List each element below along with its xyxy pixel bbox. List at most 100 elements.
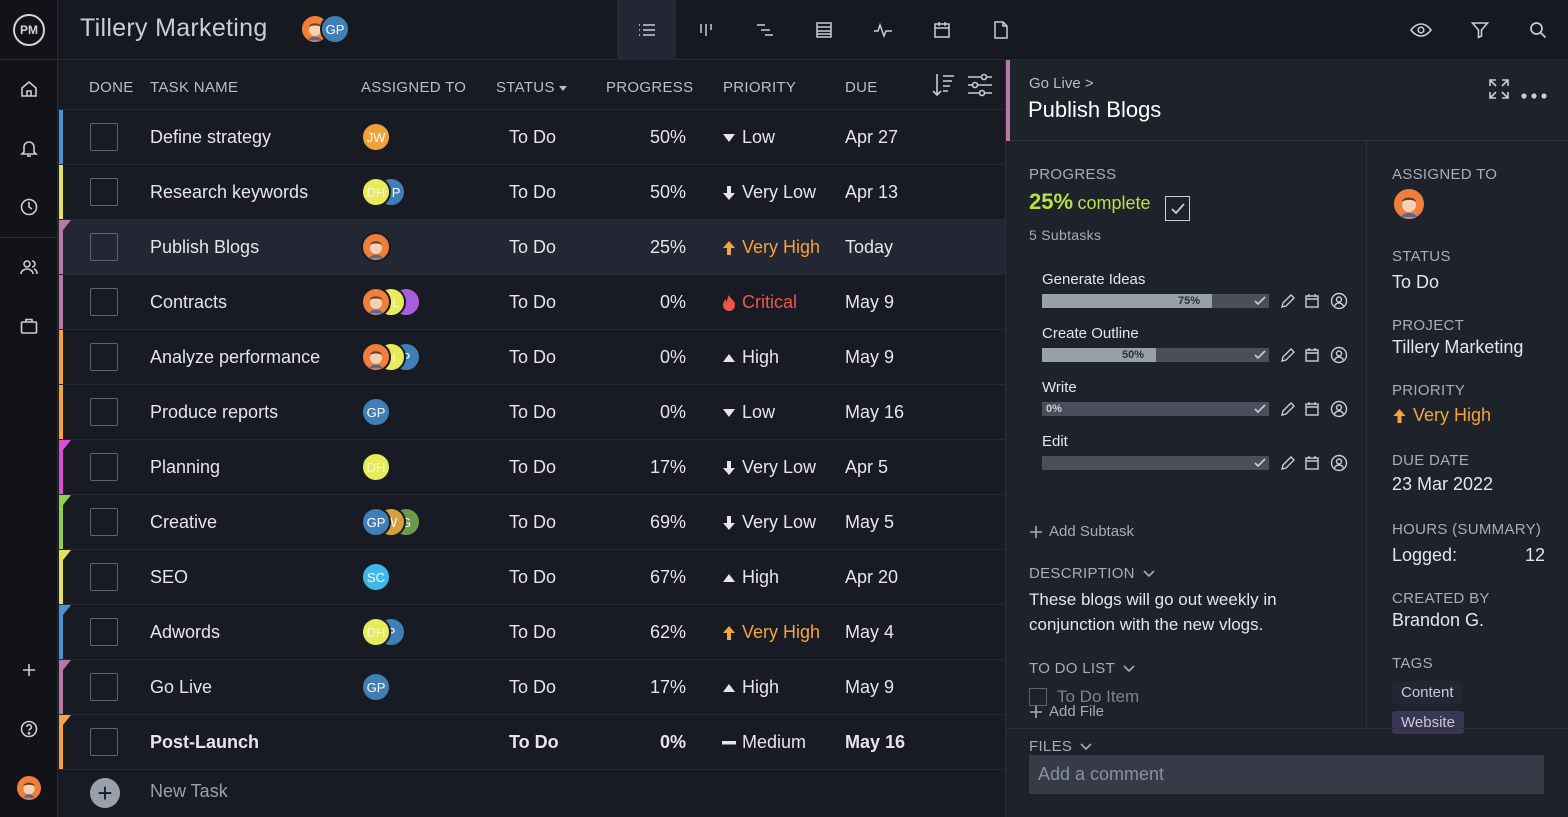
files-toggle[interactable]: FILES xyxy=(1029,738,1092,755)
team-icon[interactable] xyxy=(17,255,41,279)
subtask-progress-bar[interactable]: 0% xyxy=(1042,402,1269,416)
done-checkbox[interactable] xyxy=(90,123,118,151)
task-name[interactable]: Publish Blogs xyxy=(150,237,260,257)
assignee-avatar[interactable]: DH xyxy=(361,452,391,482)
done-checkbox[interactable] xyxy=(90,563,118,591)
task-due[interactable]: May 16 xyxy=(845,732,906,752)
task-priority[interactable]: Very Low xyxy=(722,512,816,533)
check-icon[interactable] xyxy=(1251,348,1269,362)
table-row[interactable]: Research keywords DHGP To Do 50% Very Low Apr… xyxy=(58,165,1005,220)
task-priority[interactable]: Medium xyxy=(722,732,806,753)
assignee-group[interactable] xyxy=(361,232,441,262)
check-icon[interactable] xyxy=(1251,456,1269,470)
col-priority[interactable]: PRIORITY xyxy=(723,79,797,96)
task-progress[interactable]: 69% xyxy=(649,512,686,532)
description-text[interactable]: These blogs will go out weekly in conjun… xyxy=(1029,590,1277,634)
expand-icon[interactable] xyxy=(1488,78,1510,105)
task-status[interactable]: To Do xyxy=(509,402,557,422)
task-status[interactable]: To Do xyxy=(509,732,559,752)
calendar-view-icon[interactable] xyxy=(912,0,971,60)
task-progress[interactable]: 0% xyxy=(659,292,686,312)
subtask-name[interactable]: Write xyxy=(1042,379,1077,396)
table-row[interactable]: Creative GP W G To Do 69% Very Low May 5 xyxy=(58,495,1005,550)
table-row[interactable]: Adwords DHP To Do 62% Very High May 4 xyxy=(58,605,1005,660)
assignee-group[interactable]: JW xyxy=(361,122,441,152)
task-priority[interactable]: Very High xyxy=(722,622,820,643)
task-due[interactable]: Apr 27 xyxy=(845,127,899,147)
assignee-avatar[interactable]: GP xyxy=(361,672,391,702)
assignee-avatar[interactable]: DH xyxy=(361,617,391,647)
task-progress[interactable]: 67% xyxy=(649,567,686,587)
subtask-item[interactable]: Edit xyxy=(1042,433,1348,479)
timesheet-icon[interactable] xyxy=(17,195,41,219)
table-row[interactable]: Go Live GP To Do 17% High May 9 xyxy=(58,660,1005,715)
assignee-group[interactable]: GP W G xyxy=(361,507,441,537)
assignee-group[interactable]: GP xyxy=(361,672,441,702)
check-icon[interactable] xyxy=(1251,294,1269,308)
sort-order-icon[interactable] xyxy=(930,72,956,103)
task-priority[interactable]: High xyxy=(722,567,779,588)
col-done[interactable]: DONE xyxy=(89,79,134,96)
task-progress[interactable]: 0% xyxy=(659,732,686,752)
task-name[interactable]: Produce reports xyxy=(150,402,279,422)
table-row[interactable]: Define strategy JW To Do 50% Low Apr 27 xyxy=(58,110,1005,165)
subtask-progress-bar[interactable] xyxy=(1042,456,1269,470)
edit-icon[interactable] xyxy=(1278,400,1298,418)
task-name[interactable]: Analyze performance xyxy=(150,347,321,367)
assignee-group[interactable]: DHP xyxy=(361,617,441,647)
subtask-progress-bar[interactable]: 50% xyxy=(1042,348,1269,362)
tag-content[interactable]: Content xyxy=(1392,681,1463,704)
task-status[interactable]: To Do xyxy=(509,292,557,312)
done-checkbox[interactable] xyxy=(90,343,118,371)
task-name[interactable]: Go Live xyxy=(150,677,213,697)
task-priority[interactable]: High xyxy=(722,677,779,698)
assignee-group[interactable]: GP xyxy=(361,397,441,427)
done-checkbox[interactable] xyxy=(90,618,118,646)
task-name[interactable]: Creative xyxy=(150,512,218,532)
assignee-group[interactable]: SC xyxy=(361,562,441,592)
col-due[interactable]: DUE xyxy=(845,79,878,96)
assign-user-icon[interactable] xyxy=(1329,346,1349,364)
task-progress[interactable]: 17% xyxy=(649,677,686,697)
task-status[interactable]: To Do xyxy=(509,127,557,147)
done-checkbox[interactable] xyxy=(90,673,118,701)
todo-item[interactable]: To Do Item xyxy=(1057,687,1140,706)
task-name[interactable]: Contracts xyxy=(150,292,228,312)
col-assigned-to[interactable]: ASSIGNED TO xyxy=(361,79,467,96)
task-status[interactable]: To Do xyxy=(509,347,557,367)
reports-view-icon[interactable] xyxy=(971,0,1030,60)
task-due[interactable]: May 5 xyxy=(845,512,895,532)
done-checkbox[interactable] xyxy=(90,398,118,426)
breadcrumb[interactable]: Go Live > xyxy=(1029,75,1094,92)
table-row[interactable]: Produce reports GP To Do 0% Low May 16 xyxy=(58,385,1005,440)
search-icon[interactable] xyxy=(1525,17,1551,43)
assignee-group[interactable]: DH xyxy=(361,452,441,482)
task-name[interactable]: Research keywords xyxy=(150,182,309,202)
task-name[interactable]: SEO xyxy=(150,567,189,587)
task-status[interactable]: To Do xyxy=(509,457,557,477)
task-due[interactable]: May 9 xyxy=(845,677,895,697)
home-icon[interactable] xyxy=(17,77,41,101)
new-task-label[interactable]: New Task xyxy=(150,781,228,801)
assign-user-icon[interactable] xyxy=(1329,292,1349,310)
table-row[interactable]: Planning DH To Do 17% Very Low Apr 5 xyxy=(58,440,1005,495)
filter-icon[interactable] xyxy=(1467,17,1493,43)
help-icon[interactable] xyxy=(17,717,41,741)
due-date-value[interactable]: 23 Mar 2022 xyxy=(1392,474,1494,494)
eye-icon[interactable] xyxy=(1408,17,1434,43)
assignee-avatar[interactable] xyxy=(361,232,391,262)
task-due[interactable]: May 16 xyxy=(845,402,905,422)
project-title[interactable]: Tillery Marketing xyxy=(80,14,268,42)
assignee-avatar[interactable]: GP xyxy=(361,397,391,427)
header-avatar[interactable]: GP xyxy=(320,14,350,44)
calendar-icon[interactable] xyxy=(1302,292,1322,310)
task-progress[interactable]: 50% xyxy=(649,182,686,202)
pm-logo[interactable]: PM xyxy=(13,14,45,46)
gantt-view-icon[interactable] xyxy=(735,0,794,60)
assignee-avatar[interactable]: JW xyxy=(361,122,391,152)
calendar-icon[interactable] xyxy=(1302,400,1322,418)
col-task-name[interactable]: TASK NAME xyxy=(150,79,239,96)
task-due[interactable]: Today xyxy=(845,237,894,257)
todo-list-toggle[interactable]: TO DO LIST xyxy=(1029,660,1135,677)
priority-value[interactable]: Very High xyxy=(1392,405,1491,426)
